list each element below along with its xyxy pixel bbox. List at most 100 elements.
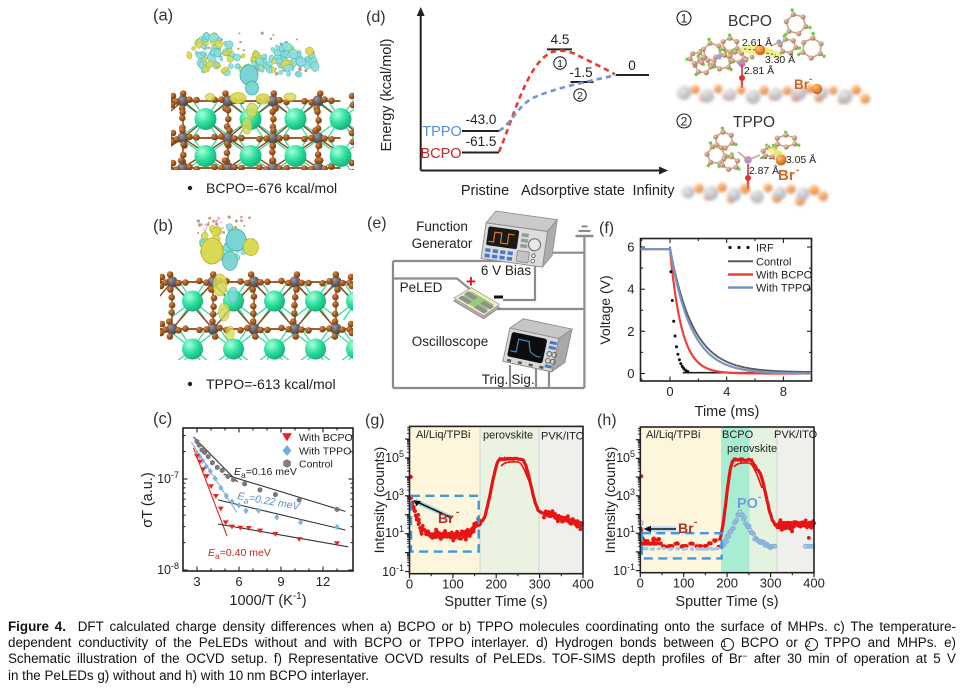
svg-text:PVK/ITO: PVK/ITO <box>541 431 585 443</box>
svg-text:100: 100 <box>442 577 464 592</box>
svg-text:(c): (c) <box>153 410 172 428</box>
svg-text:300: 300 <box>529 577 551 592</box>
svg-text:Control: Control <box>299 459 333 471</box>
svg-text:TPPO: TPPO <box>422 124 461 140</box>
svg-text:2.87 Å: 2.87 Å <box>749 164 779 177</box>
svg-text:σT (a.u.): σT (a.u.) <box>140 472 156 527</box>
svg-text:3.30 Å: 3.30 Å <box>765 53 795 66</box>
svg-text:Generator: Generator <box>412 236 473 251</box>
svg-text:BCPO=-676 kcal/mol: BCPO=-676 kcal/mol <box>206 180 337 196</box>
svg-text:-1.5: -1.5 <box>569 65 592 80</box>
svg-text:With TPPO: With TPPO <box>299 446 351 458</box>
svg-text:Oscilloscope: Oscilloscope <box>412 334 489 349</box>
svg-text:0: 0 <box>666 384 673 399</box>
svg-text:Time (ms): Time (ms) <box>695 404 760 420</box>
svg-text:4: 4 <box>723 384 730 399</box>
svg-text:103: 103 <box>616 487 635 503</box>
svg-text:-: - <box>758 492 761 503</box>
svg-text:Voltage (V): Voltage (V) <box>597 275 613 344</box>
svg-text:BCPO: BCPO <box>420 146 461 162</box>
svg-text:BCPO: BCPO <box>728 13 772 30</box>
svg-text:TPPO=-613 kcal/mol: TPPO=-613 kcal/mol <box>206 376 336 392</box>
svg-text:2: 2 <box>627 324 634 339</box>
svg-text:2: 2 <box>681 114 688 128</box>
svg-text:Infinity: Infinity <box>633 183 676 199</box>
svg-text:perovskite: perovskite <box>727 443 777 455</box>
svg-text:3: 3 <box>193 574 200 589</box>
svg-text:0: 0 <box>628 58 636 73</box>
svg-text:0: 0 <box>627 366 634 381</box>
svg-text:105: 105 <box>385 449 404 465</box>
svg-text:Al/Liq/TPBi: Al/Liq/TPBi <box>416 429 470 441</box>
svg-text:10-1: 10-1 <box>382 563 404 579</box>
svg-text:400: 400 <box>572 577 594 592</box>
svg-text:2.81 Å: 2.81 Å <box>744 64 774 77</box>
svg-text:Intensity (counts): Intensity (counts) <box>371 447 387 554</box>
svg-text:-: - <box>694 517 697 528</box>
svg-text:PeLED: PeLED <box>400 280 443 295</box>
svg-text:6 V Bias: 6 V Bias <box>481 263 532 278</box>
svg-text:101: 101 <box>616 524 635 540</box>
svg-text:1: 1 <box>681 11 688 25</box>
svg-text:-: - <box>456 507 459 518</box>
svg-text:12: 12 <box>316 574 330 589</box>
svg-text:(d): (d) <box>366 9 386 26</box>
svg-text:(b): (b) <box>153 217 173 235</box>
svg-text:Br: Br <box>794 77 810 92</box>
svg-text:Energy (kcal/mol): Energy (kcal/mol) <box>379 39 395 152</box>
svg-text:3.05 Å: 3.05 Å <box>786 153 816 166</box>
svg-text:TPPO: TPPO <box>733 114 775 131</box>
svg-text:Function: Function <box>416 219 468 234</box>
svg-text:8: 8 <box>780 384 787 399</box>
svg-text:Sputter Time (s): Sputter Time (s) <box>675 594 778 610</box>
svg-text:4: 4 <box>627 282 634 297</box>
svg-text:+: + <box>466 272 476 291</box>
svg-text:BCPO: BCPO <box>722 429 754 441</box>
svg-text:Ea=0.40 meV: Ea=0.40 meV <box>208 547 271 561</box>
svg-text:With TPPO: With TPPO <box>756 283 811 295</box>
svg-text:(g): (g) <box>365 412 385 429</box>
svg-text:105: 105 <box>616 449 635 465</box>
svg-text:Intensity (counts): Intensity (counts) <box>602 447 618 554</box>
svg-text:1: 1 <box>557 58 563 70</box>
svg-text:100: 100 <box>673 576 695 591</box>
svg-text:-: - <box>809 74 812 85</box>
svg-text:-61.5: -61.5 <box>466 134 497 149</box>
svg-text:0: 0 <box>637 576 644 591</box>
svg-text:With BCPO: With BCPO <box>299 432 353 444</box>
svg-text:2: 2 <box>577 90 583 102</box>
svg-text:perovskite: perovskite <box>483 430 533 442</box>
svg-text:Br: Br <box>778 167 795 184</box>
svg-text:2.61 Å: 2.61 Å <box>742 36 772 49</box>
svg-text:1000/T (K-1): 1000/T (K-1) <box>229 591 306 609</box>
svg-text:Al/Liq/TPBi: Al/Liq/TPBi <box>646 429 700 441</box>
svg-text:PO: PO <box>737 496 758 512</box>
svg-text:400: 400 <box>803 576 825 591</box>
svg-text:Adsorptive state: Adsorptive state <box>521 183 625 199</box>
svg-text:With BCPO: With BCPO <box>756 270 813 282</box>
svg-text:Br: Br <box>438 510 454 526</box>
svg-text:(a): (a) <box>153 7 173 25</box>
svg-text:Control: Control <box>756 256 791 268</box>
svg-text:0: 0 <box>406 577 413 592</box>
svg-text:PVK/ITO: PVK/ITO <box>774 429 818 441</box>
svg-text:Trig.: Trig. <box>482 372 509 387</box>
svg-text:103: 103 <box>385 487 404 503</box>
svg-text:-43.0: -43.0 <box>466 112 497 127</box>
svg-text:-: - <box>796 165 799 176</box>
svg-text:4.5: 4.5 <box>551 32 570 47</box>
svg-text:(f): (f) <box>599 220 614 237</box>
svg-text:9: 9 <box>277 574 284 589</box>
svg-text:10-7: 10-7 <box>157 470 179 486</box>
svg-text:(h): (h) <box>597 412 617 429</box>
svg-text:300: 300 <box>760 576 782 591</box>
svg-text:200: 200 <box>485 577 507 592</box>
svg-text:10-1: 10-1 <box>613 562 635 578</box>
svg-text:10-8: 10-8 <box>157 561 179 577</box>
svg-text:Pristine: Pristine <box>461 183 509 199</box>
svg-text:Sig.: Sig. <box>511 372 534 387</box>
svg-text:6: 6 <box>627 240 634 255</box>
svg-text:(e): (e) <box>367 215 387 232</box>
svg-text:6: 6 <box>235 574 242 589</box>
svg-text:Sputter Time (s): Sputter Time (s) <box>444 594 547 610</box>
